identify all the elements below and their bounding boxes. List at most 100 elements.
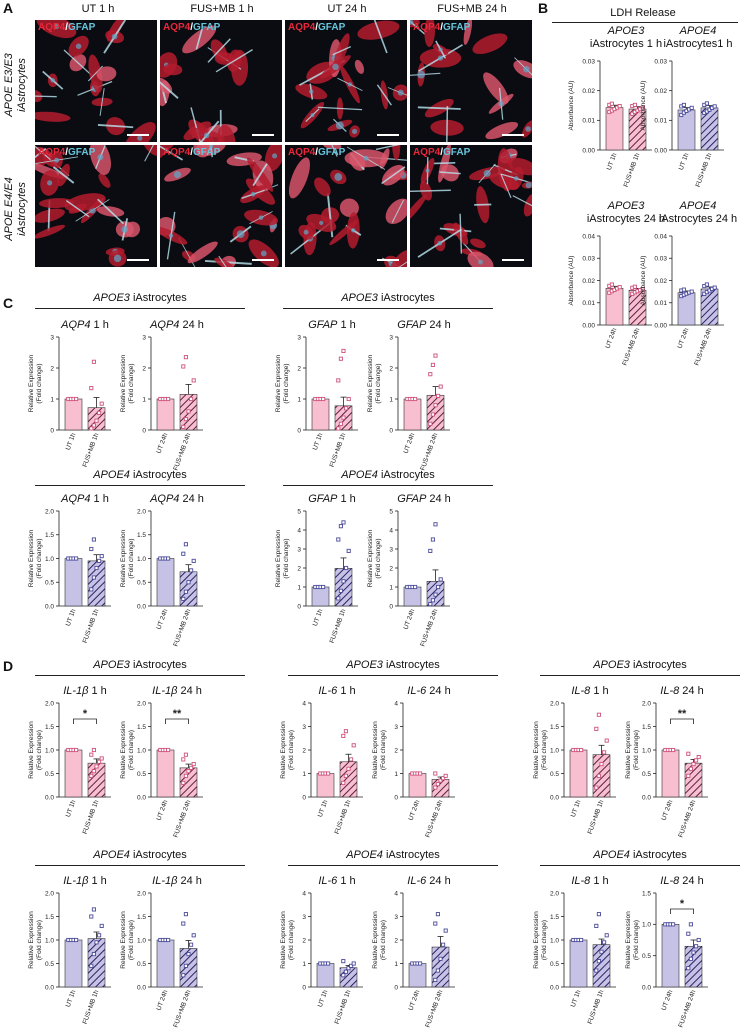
y-tick-label: 0.03 <box>654 58 667 65</box>
y-tick-label: 1.0 <box>45 556 54 563</box>
data-point <box>599 949 604 954</box>
x-tick-label: FUS+MB 24h <box>677 989 697 1029</box>
y-axis-label: Relative Expression <box>120 911 127 969</box>
y-tick-label: 0 <box>302 984 306 991</box>
data-point <box>594 785 599 790</box>
data-point <box>343 773 348 778</box>
aqp4-label: AQP4 <box>38 22 66 33</box>
chart-title-gene: AQP4 <box>60 493 90 505</box>
gfap-label: GFAP <box>443 22 471 33</box>
chart-title-rest: 1 h <box>337 493 355 505</box>
data-point <box>89 963 94 968</box>
section-rule <box>288 675 498 676</box>
data-point <box>181 596 186 601</box>
condition-label: FUS+MB 1 h <box>190 3 254 15</box>
chart-title-gene: IL-8 <box>571 875 591 887</box>
data-point <box>594 923 599 928</box>
x-tick-label: UT 1h <box>65 608 78 627</box>
chart-title-rest: 1 h <box>590 875 608 887</box>
cell-image <box>410 20 532 142</box>
y-tick-label: 1.0 <box>45 937 54 944</box>
micrograph: AQP4/GFAP <box>410 20 532 142</box>
x-tick-label: UT 1h <box>65 989 78 1008</box>
separator: / <box>440 22 444 33</box>
x-tick-label: UT 24h <box>605 327 619 350</box>
x-tick-label: FUS+MB 24h <box>419 432 439 472</box>
chart-title-rest: 1 h <box>88 685 106 697</box>
aqp4-label: AQP4 <box>413 147 441 158</box>
data-point <box>599 762 604 767</box>
y-tick-label: 2 <box>297 365 301 372</box>
data-point <box>338 356 343 361</box>
section-rule <box>540 675 740 676</box>
data-point <box>609 101 614 106</box>
y-tick-label: 3 <box>389 334 393 341</box>
y-axis-label: (Fold change) <box>380 920 387 960</box>
data-point <box>686 773 691 778</box>
micrograph: AQP4/GFAP <box>35 20 157 142</box>
chart-title-rest: 24 h <box>679 875 703 887</box>
data-point <box>428 372 433 377</box>
chart-title: IL-6 1 h <box>318 685 355 697</box>
data-point <box>181 780 186 785</box>
x-tick-label: UT 24h <box>403 608 417 631</box>
y-tick-label: 0.5 <box>550 961 559 968</box>
data-point <box>183 417 188 422</box>
chart-title-gene: GFAP <box>308 319 338 331</box>
y-tick-label: 1.5 <box>642 724 651 731</box>
y-tick-label: 4 <box>394 890 398 897</box>
separator: / <box>65 22 69 33</box>
data-point <box>696 937 701 943</box>
y-tick-label: 0.03 <box>582 58 595 65</box>
data-point <box>91 769 96 774</box>
chart-title-rest: 24 h <box>177 685 201 697</box>
chart-title-gene: GFAP <box>308 493 338 505</box>
x-tick-label: UT 24h <box>661 799 675 822</box>
data-point <box>97 759 102 764</box>
data-point <box>341 415 346 420</box>
y-tick-label: 2.0 <box>137 890 146 897</box>
chart-title-gene: IL-1β <box>152 685 178 697</box>
chart-title-gene: IL-6 <box>407 875 427 887</box>
bar <box>156 558 175 607</box>
chart-title-rest: 24 h <box>426 319 450 331</box>
data-point <box>89 546 94 552</box>
data-point <box>89 587 94 592</box>
bar <box>64 939 83 988</box>
data-point <box>435 782 440 787</box>
data-point <box>346 966 351 971</box>
bar <box>316 963 335 988</box>
y-tick-label: 4 <box>302 890 306 897</box>
section-title: APOE4 iAstrocytes <box>593 849 687 861</box>
y-tick-label: 0.00 <box>582 147 595 154</box>
x-tick-label: UT 24h <box>661 989 675 1012</box>
x-tick-label: FUS+MB 1h <box>623 152 642 188</box>
micrograph: AQP4/GFAP <box>160 145 282 267</box>
y-tick-label: 5 <box>297 508 301 515</box>
chart-title: IL-8 24 h <box>660 685 703 697</box>
data-point <box>438 778 443 783</box>
section-rule <box>35 485 245 486</box>
y-tick-label: 1.0 <box>642 747 651 754</box>
x-tick-label: UT 24h <box>156 989 170 1012</box>
condition-label: FUS+MB 24 h <box>437 3 507 15</box>
cell-image <box>295 20 407 138</box>
chart-title: AQP4 1 h <box>60 319 109 331</box>
chart-title: IL-1β 24 h <box>152 875 202 887</box>
chart-title: IL-1β 24 h <box>152 685 202 697</box>
scale-bar <box>252 259 274 261</box>
data-point <box>686 966 691 971</box>
y-axis-label: Absorbance (AU) <box>640 256 647 306</box>
y-tick-label: 0.0 <box>137 984 146 991</box>
data-point <box>640 286 645 292</box>
y-axis-label: (Fold change) <box>128 730 135 770</box>
data-point <box>433 921 438 926</box>
data-point <box>341 733 346 738</box>
data-point <box>602 750 607 755</box>
chart-title: AQP4 1 h <box>60 493 109 505</box>
cell-image <box>35 20 156 142</box>
data-point <box>181 921 186 926</box>
section-title: APOE4 iAstrocytes <box>346 849 440 861</box>
data-point <box>338 588 343 593</box>
data-point <box>321 396 326 402</box>
